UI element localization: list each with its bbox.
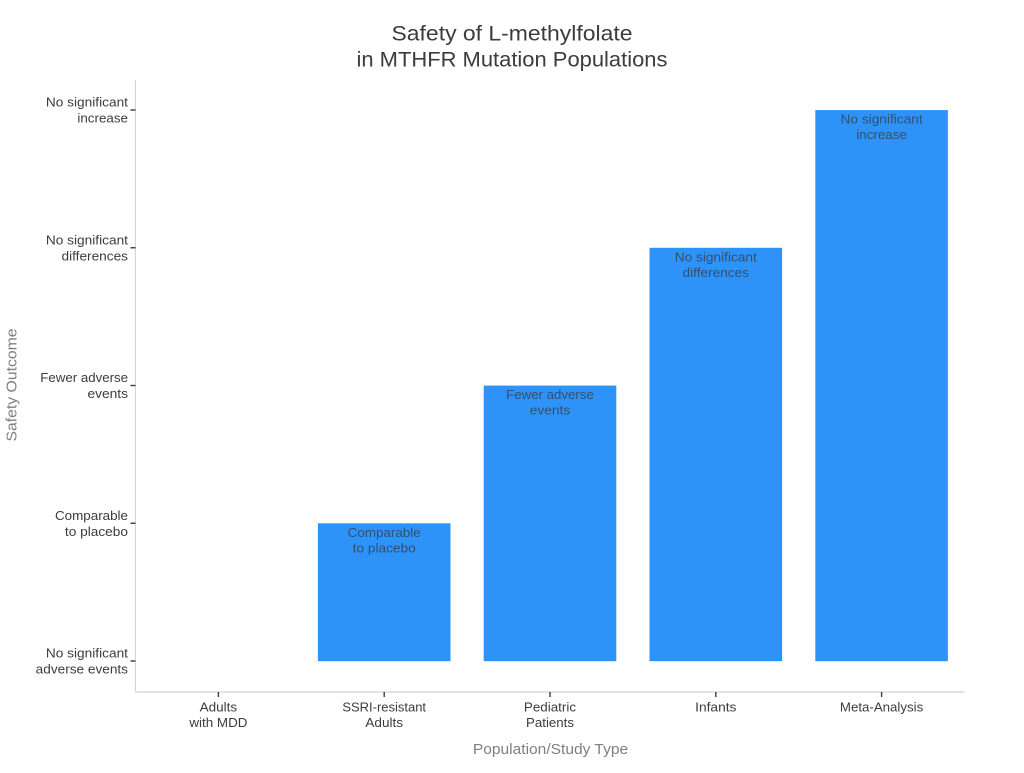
svg-text:No significant: No significant: [46, 647, 129, 661]
svg-text:No significant: No significant: [46, 233, 129, 247]
svg-text:differences: differences: [683, 266, 750, 280]
svg-text:Comparable: Comparable: [55, 509, 128, 523]
svg-text:adverse events: adverse events: [36, 663, 128, 677]
svg-text:Safety of L-methylfolate: Safety of L-methylfolate: [392, 22, 633, 46]
svg-text:to placebo: to placebo: [65, 525, 128, 539]
svg-text:Patients: Patients: [526, 716, 574, 730]
svg-text:Adults: Adults: [200, 700, 238, 714]
svg-text:events: events: [530, 404, 571, 418]
svg-text:Fewer adverse: Fewer adverse: [506, 388, 594, 402]
svg-text:increase: increase: [77, 112, 128, 126]
svg-text:Population/Study Type: Population/Study Type: [473, 742, 628, 758]
svg-text:No significant: No significant: [841, 113, 924, 127]
svg-text:Safety Outcome: Safety Outcome: [5, 328, 21, 441]
svg-text:increase: increase: [856, 128, 907, 142]
svg-text:Infants: Infants: [695, 700, 736, 714]
svg-text:Pediatric: Pediatric: [524, 700, 577, 714]
svg-text:SSRI-resistant: SSRI-resistant: [342, 700, 426, 714]
svg-text:differences: differences: [62, 249, 129, 263]
svg-text:events: events: [88, 387, 129, 401]
svg-text:Adults: Adults: [365, 716, 403, 730]
svg-text:with MDD: with MDD: [188, 716, 247, 730]
svg-text:Comparable: Comparable: [348, 526, 421, 540]
svg-text:Fewer adverse: Fewer adverse: [40, 371, 128, 385]
svg-text:No significant: No significant: [675, 250, 758, 264]
svg-text:in MTHFR Mutation Populations: in MTHFR Mutation Populations: [357, 47, 668, 71]
svg-text:to placebo: to placebo: [353, 541, 416, 555]
svg-text:No significant: No significant: [46, 96, 129, 110]
svg-text:Meta-Analysis: Meta-Analysis: [840, 700, 923, 714]
